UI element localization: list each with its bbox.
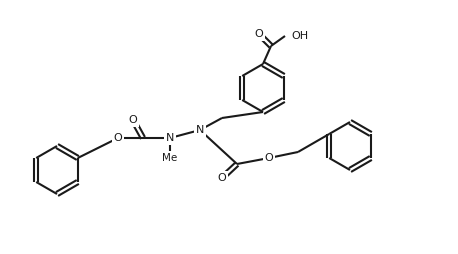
Text: O: O bbox=[114, 133, 122, 143]
Text: O: O bbox=[129, 115, 137, 125]
Text: OH: OH bbox=[291, 31, 308, 41]
Text: N: N bbox=[196, 125, 204, 135]
Text: O: O bbox=[218, 173, 226, 183]
Text: N: N bbox=[166, 133, 174, 143]
Text: Me: Me bbox=[163, 153, 178, 163]
Text: O: O bbox=[255, 29, 263, 39]
Text: O: O bbox=[265, 153, 273, 163]
